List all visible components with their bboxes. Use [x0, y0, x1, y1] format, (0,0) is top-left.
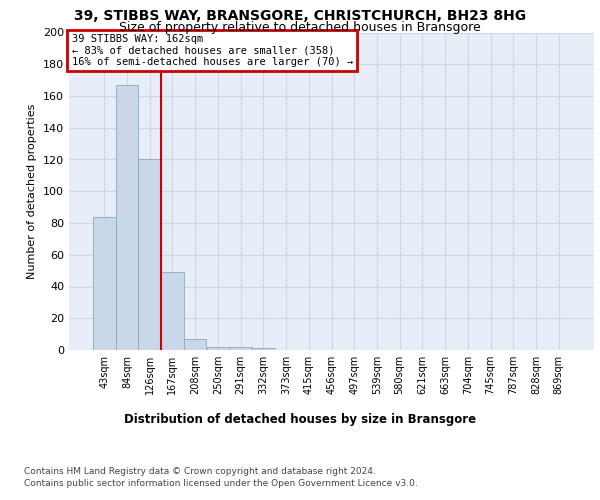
Bar — [139, 160, 161, 350]
Text: Contains public sector information licensed under the Open Government Licence v3: Contains public sector information licen… — [24, 478, 418, 488]
Y-axis label: Number of detached properties: Number of detached properties — [28, 104, 37, 279]
Text: Contains HM Land Registry data © Crown copyright and database right 2024.: Contains HM Land Registry data © Crown c… — [24, 468, 376, 476]
Bar — [116, 85, 139, 350]
Text: 39, STIBBS WAY, BRANSGORE, CHRISTCHURCH, BH23 8HG: 39, STIBBS WAY, BRANSGORE, CHRISTCHURCH,… — [74, 9, 526, 23]
Bar — [93, 216, 116, 350]
Bar — [229, 347, 252, 350]
Text: 39 STIBBS WAY: 162sqm
← 83% of detached houses are smaller (358)
16% of semi-det: 39 STIBBS WAY: 162sqm ← 83% of detached … — [71, 34, 353, 68]
Text: Distribution of detached houses by size in Bransgore: Distribution of detached houses by size … — [124, 412, 476, 426]
Bar — [161, 272, 184, 350]
Bar — [206, 347, 229, 350]
Bar — [252, 348, 275, 350]
Bar — [184, 339, 206, 350]
Text: Size of property relative to detached houses in Bransgore: Size of property relative to detached ho… — [119, 22, 481, 35]
